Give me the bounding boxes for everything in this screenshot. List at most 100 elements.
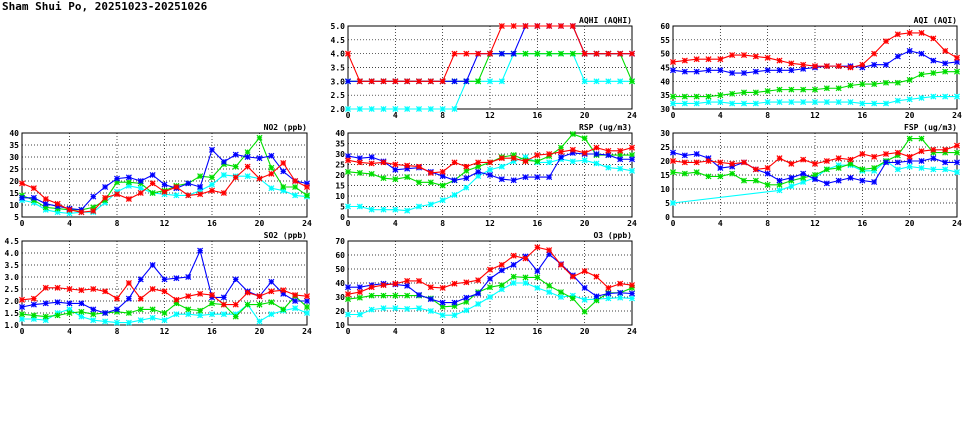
data-point-marker: [953, 142, 961, 149]
data-point-marker: [415, 277, 423, 284]
data-point-marker: [669, 58, 677, 65]
data-point-marker: [593, 160, 600, 167]
x-tick-label: 0: [20, 327, 25, 336]
data-point-marker: [427, 284, 434, 291]
data-point-marker: [463, 307, 470, 314]
data-point-marker: [942, 149, 949, 156]
data-point-marker: [197, 191, 204, 198]
data-point-marker: [681, 68, 688, 75]
y-tick-label: 15: [9, 189, 19, 198]
data-point-marker: [882, 100, 890, 107]
data-point-marker: [42, 284, 49, 291]
data-point-marker: [125, 182, 132, 189]
data-point-marker: [835, 177, 842, 184]
data-point-marker: [486, 159, 494, 166]
chart-title: AQHI (AQHI): [579, 16, 632, 25]
data-point-marker: [510, 158, 517, 165]
data-point-marker: [605, 78, 612, 85]
data-point-marker: [380, 206, 387, 213]
data-point-marker: [137, 317, 144, 324]
data-point-marker: [717, 173, 724, 180]
data-point-marker: [546, 150, 553, 158]
data-point-marker: [628, 152, 636, 159]
data-point-marker: [113, 319, 121, 326]
data-point-marker: [268, 311, 275, 318]
data-point-marker: [280, 287, 287, 294]
data-point-marker: [669, 93, 677, 100]
series-1: [669, 93, 961, 107]
data-point-marker: [380, 159, 387, 166]
data-point-marker: [918, 157, 925, 165]
data-point-marker: [125, 279, 132, 287]
data-point-marker: [54, 284, 61, 291]
x-tick-label: 12: [160, 219, 170, 228]
x-tick-label: 8: [765, 219, 770, 228]
y-tick-label: 30: [335, 150, 345, 159]
x-tick-label: 4: [393, 219, 398, 228]
data-point-marker: [161, 276, 168, 283]
data-point-marker: [669, 169, 677, 176]
series-4: [18, 159, 311, 216]
data-point-marker: [871, 153, 878, 160]
y-tick-label: 2.5: [5, 285, 20, 294]
data-point-marker: [847, 99, 854, 106]
data-point-marker: [522, 174, 529, 181]
data-point-marker: [475, 50, 482, 57]
x-tick-label: 16: [533, 327, 543, 336]
x-tick-label: 16: [533, 111, 543, 120]
data-point-marker: [256, 175, 263, 182]
data-point-marker: [125, 319, 132, 326]
data-point-marker: [522, 279, 529, 287]
y-tick-label: 25: [9, 165, 19, 174]
chart-o3: 10 20 30 40 50 60 70 0 4 8 12 16 20 24 O3 (ppb): [335, 231, 637, 336]
series-3: [669, 149, 961, 187]
data-point-marker: [368, 292, 375, 299]
data-point-marker: [788, 183, 795, 190]
data-point-marker: [427, 296, 434, 303]
data-point-marker: [197, 173, 204, 180]
data-point-marker: [197, 290, 204, 297]
data-point-marker: [546, 282, 553, 289]
series-3: [18, 247, 311, 317]
data-point-marker: [30, 315, 37, 323]
y-tick-label: 45: [660, 64, 670, 73]
data-point-marker: [208, 300, 216, 307]
data-point-marker: [906, 96, 913, 103]
data-point-marker: [546, 289, 553, 296]
data-point-marker: [368, 306, 375, 313]
data-point-marker: [18, 311, 26, 318]
data-point-marker: [510, 273, 517, 280]
data-point-marker: [800, 156, 807, 163]
data-point-marker: [510, 155, 517, 162]
data-point-marker: [534, 268, 541, 275]
data-point-marker: [303, 309, 311, 317]
data-point-marker: [953, 58, 961, 65]
data-point-marker: [368, 105, 375, 113]
x-tick-label: 16: [207, 219, 217, 228]
data-point-marker: [161, 288, 168, 295]
data-point-marker: [475, 300, 482, 308]
data-point-marker: [42, 300, 49, 307]
chart-aqhi: 2.0 2.5 3.0 3.5 4.0 4.5 5.0 0 4 8 12 16 20 24 AQHI (AQ…: [331, 16, 637, 120]
data-point-marker: [693, 100, 700, 107]
data-point-marker: [451, 312, 458, 319]
data-point-marker: [368, 78, 375, 85]
data-point-marker: [859, 166, 866, 173]
plot-frame: [21, 240, 308, 326]
y-tick-label: 40: [660, 77, 670, 86]
y-tick-label: 4.0: [331, 50, 346, 59]
data-point-marker: [617, 50, 624, 57]
y-tick-label: 5: [340, 203, 345, 212]
y-tick-label: 3.5: [331, 64, 346, 73]
x-tick-label: 4: [67, 327, 72, 336]
data-point-marker: [268, 185, 275, 192]
y-tick-label: 35: [660, 91, 670, 100]
data-point-marker: [823, 166, 830, 173]
data-point-marker: [581, 308, 588, 315]
data-point-marker: [113, 295, 121, 302]
data-point-marker: [54, 299, 61, 306]
data-point-marker: [835, 164, 842, 172]
x-tick-label: 8: [115, 219, 120, 228]
data-point-marker: [475, 173, 482, 180]
data-point-marker: [693, 169, 700, 176]
